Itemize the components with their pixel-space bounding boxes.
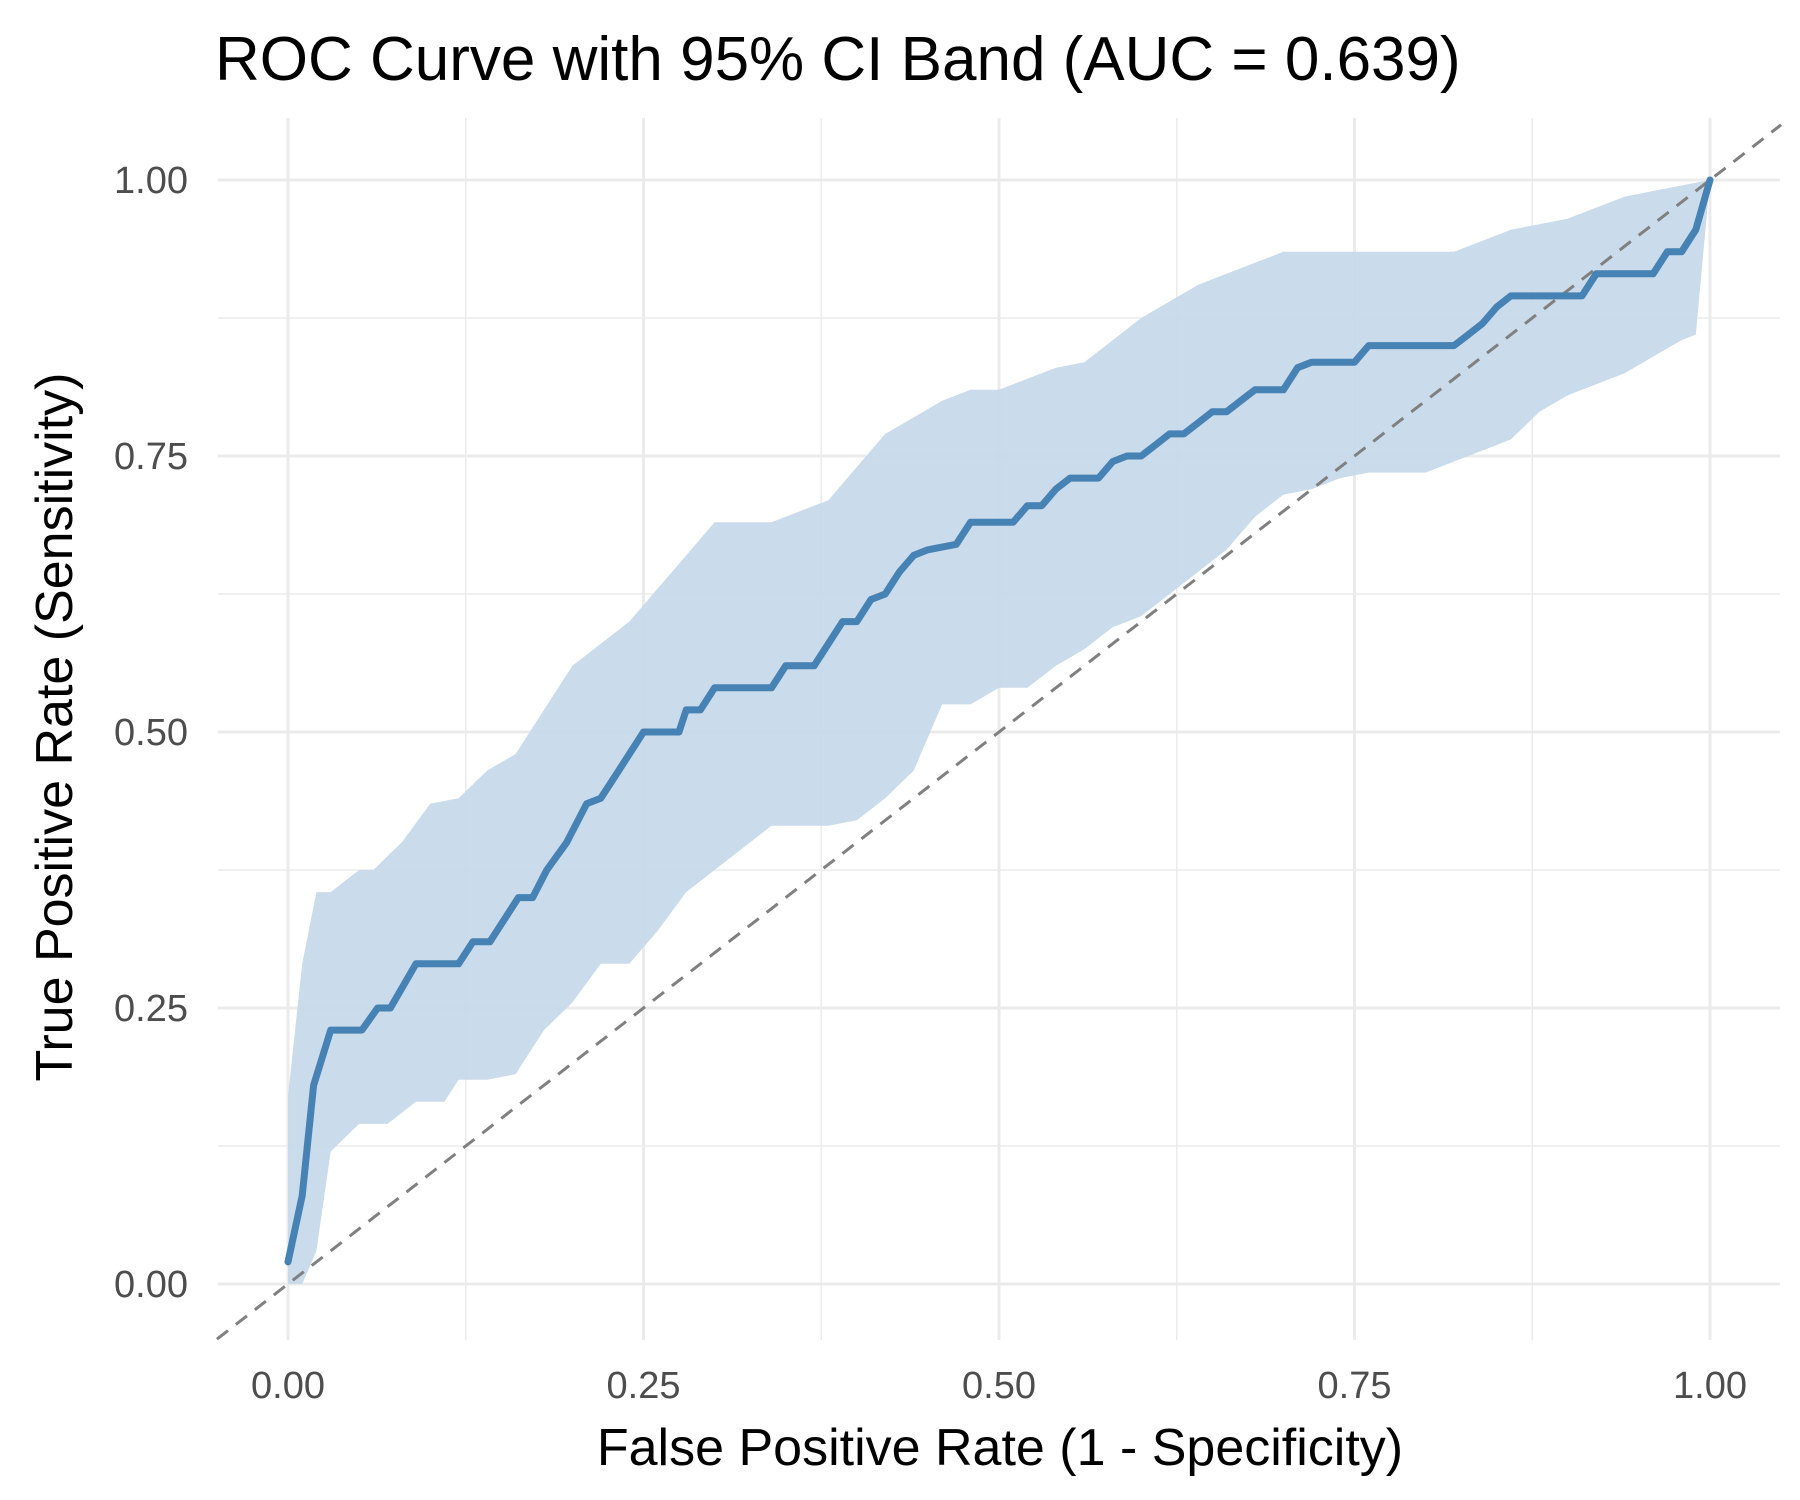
y-tick-label: 0.00: [114, 1264, 188, 1306]
x-tick-label: 0.50: [962, 1365, 1036, 1407]
x-axis-ticks: 0.00 0.25 0.50 0.75 1.00: [251, 1365, 1747, 1407]
x-tick-label: 0.00: [251, 1365, 325, 1407]
y-tick-label: 0.50: [114, 712, 188, 754]
x-axis-title: False Positive Rate (1 - Specificity): [597, 1419, 1403, 1477]
y-axis-ticks: 0.00 0.25 0.50 0.75 1.00: [114, 160, 188, 1306]
roc-curve-line: [284, 176, 1714, 1266]
y-axis-title: True Positive Rate (Sensitivity): [26, 373, 84, 1082]
chart-title: ROC Curve with 95% CI Band (AUC = 0.639): [215, 25, 1461, 94]
x-tick-label: 1.00: [1673, 1365, 1747, 1407]
reference-diagonal-line: [215, 123, 1783, 1341]
y-tick-label: 0.25: [114, 988, 188, 1030]
y-tick-label: 0.75: [114, 436, 188, 478]
x-tick-label: 0.75: [1318, 1365, 1392, 1407]
y-tick-label: 1.00: [114, 160, 188, 202]
x-tick-label: 0.25: [607, 1365, 681, 1407]
